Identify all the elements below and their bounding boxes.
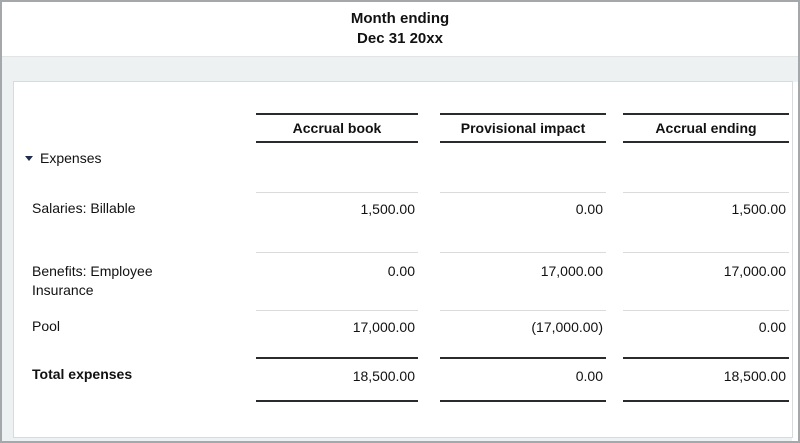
row-label: Benefits: Employee Insurance xyxy=(32,263,153,298)
total-accrual-ending: 18,500.00 xyxy=(623,357,789,402)
column-header-provisional-impact: Provisional impact xyxy=(440,113,606,143)
total-accrual-book: 18,500.00 xyxy=(256,357,418,402)
cell-accrual-ending: 0.00 xyxy=(623,310,789,357)
empty-cell xyxy=(440,143,606,192)
scrollbar-track[interactable] xyxy=(792,82,798,441)
cell-accrual-book: 0.00 xyxy=(256,252,418,310)
cell-accrual-ending: 1,500.00 xyxy=(623,192,789,252)
report-period-header: Month ending Dec 31 20xx xyxy=(2,2,798,57)
table-header-row: Accrual book Provisional impact Accrual … xyxy=(14,113,792,143)
report-card: Accrual book Provisional impact Accrual … xyxy=(13,81,793,438)
column-header-accrual-ending: Accrual ending xyxy=(623,113,789,143)
row-label: Pool xyxy=(32,318,61,334)
expenses-section-toggle[interactable]: Expenses xyxy=(14,143,256,192)
empty-cell xyxy=(623,143,789,192)
empty-cell xyxy=(256,143,418,192)
table-row-salaries-billable: Salaries: Billable 1,500.00 0.00 1,500.0… xyxy=(14,192,792,252)
cell-accrual-ending: 17,000.00 xyxy=(623,252,789,310)
triangle-down-icon xyxy=(25,156,33,161)
cell-accrual-book: 17,000.00 xyxy=(256,310,418,357)
table-row-total-expenses: Total expenses 18,500.00 0.00 18,500.00 xyxy=(14,357,792,402)
expenses-section-row: Expenses xyxy=(14,143,792,192)
row-label: Salaries: Billable xyxy=(32,200,136,216)
cell-provisional-impact: (17,000.00) xyxy=(440,310,606,357)
total-provisional-impact: 0.00 xyxy=(440,357,606,402)
cell-provisional-impact: 17,000.00 xyxy=(440,252,606,310)
total-row-label: Total expenses xyxy=(32,366,133,382)
table-row-benefits-employee-insurance: Benefits: Employee Insurance 0.00 17,000… xyxy=(14,252,792,310)
cell-provisional-impact: 0.00 xyxy=(440,192,606,252)
report-period-line1: Month ending xyxy=(350,10,450,27)
header-spacer xyxy=(14,113,256,143)
report-body: Accrual book Provisional impact Accrual … xyxy=(2,57,798,441)
table-row-pool: Pool 17,000.00 (17,000.00) 0.00 xyxy=(14,310,792,357)
cell-accrual-book: 1,500.00 xyxy=(256,192,418,252)
column-header-accrual-book: Accrual book xyxy=(256,113,418,143)
report-period-line2: Dec 31 20xx xyxy=(357,30,443,47)
section-label: Expenses xyxy=(40,150,102,166)
